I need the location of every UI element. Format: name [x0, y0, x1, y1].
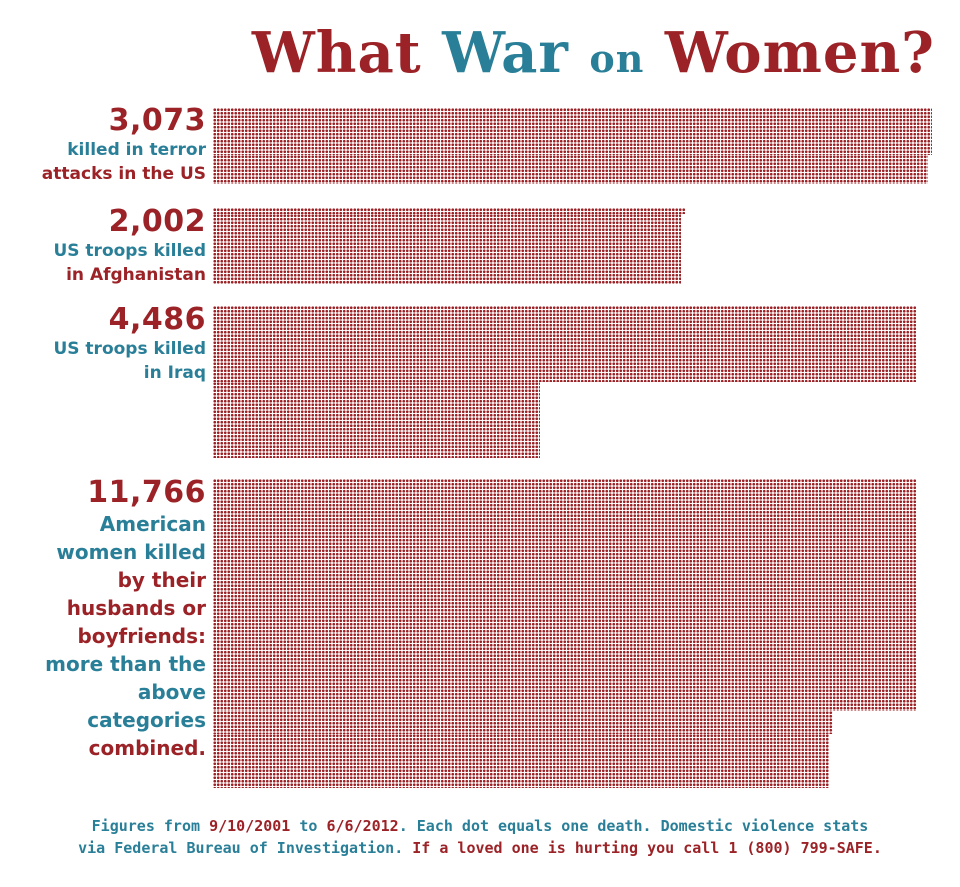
- label-line: husbands or: [66, 596, 206, 620]
- footer-note: Figures from 9/10/2001 to 6/6/2012. Each…: [0, 815, 960, 859]
- label-line: American: [99, 512, 206, 536]
- count-women: 11,766: [87, 475, 206, 510]
- chart-title: What War on Women?: [0, 18, 935, 94]
- footer-hotline: If a loved one is hurting you call 1 (80…: [412, 839, 882, 857]
- label-line: attacks in the US: [41, 164, 206, 184]
- title-word-women: Women?: [664, 20, 935, 86]
- footer-date-end: 6/6/2012: [326, 817, 399, 835]
- dot-block-iraq: [213, 306, 916, 382]
- row-label-iraq: 4,486 US troops killed in Iraq: [53, 303, 206, 385]
- dot-block-iraq-remainder: [213, 382, 540, 458]
- dot-block-women-step: [213, 711, 833, 734]
- label-line: categories: [87, 708, 206, 732]
- footer-text: . Each dot equals one death. Domestic vi…: [398, 817, 869, 835]
- label-line: boyfriends:: [77, 624, 206, 648]
- label-line: women killed: [56, 540, 206, 564]
- title-word-on: on: [589, 36, 645, 81]
- footer-text: Figures from: [91, 817, 210, 835]
- footer-line-1: Figures from 9/10/2001 to 6/6/2012. Each…: [0, 815, 960, 837]
- footer-text: to: [290, 817, 327, 835]
- footer-source: via Federal Bureau of Investigation.: [78, 839, 413, 857]
- title-word-what: What: [251, 20, 422, 86]
- dot-block-afghanistan-top: [213, 208, 685, 214]
- dot-block-afghanistan: [213, 214, 681, 284]
- footer-date-start: 9/10/2001: [209, 817, 291, 835]
- label-line: US troops killed: [53, 241, 206, 261]
- dot-block-terror: [213, 108, 932, 155]
- count-terror: 3,073: [108, 103, 206, 138]
- title-word-war: War: [442, 20, 569, 86]
- label-line: killed in terror: [67, 140, 206, 160]
- footer-line-2: via Federal Bureau of Investigation. If …: [0, 837, 960, 859]
- count-iraq: 4,486: [108, 302, 206, 337]
- dot-block-women: [213, 479, 916, 711]
- row-label-women: 11,766 American women killed by their hu…: [45, 476, 206, 762]
- label-line: US troops killed: [53, 339, 206, 359]
- dot-block-terror-remainder: [213, 155, 928, 184]
- label-line: by their: [117, 568, 206, 592]
- count-afghanistan: 2,002: [108, 204, 206, 239]
- row-label-afghanistan: 2,002 US troops killed in Afghanistan: [53, 205, 206, 287]
- label-line: above: [137, 680, 206, 704]
- label-line: combined.: [88, 736, 206, 760]
- dot-block-women-remainder: [213, 734, 829, 788]
- row-label-terror: 3,073 killed in terror attacks in the US: [42, 104, 206, 186]
- label-line: in Iraq: [143, 363, 206, 383]
- label-line: in Afghanistan: [66, 265, 206, 285]
- label-line: more than the: [45, 652, 206, 676]
